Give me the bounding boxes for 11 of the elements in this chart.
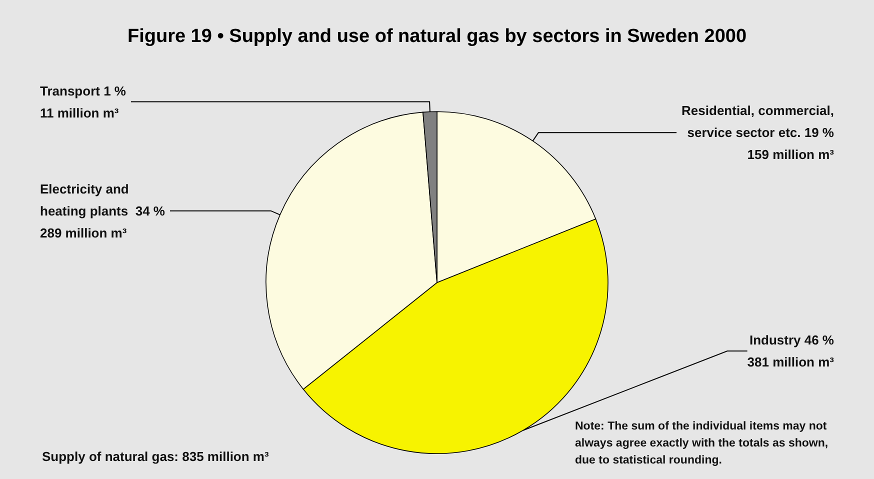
slice-label: Electricity and heating plants 34 % [40,181,166,218]
data-label: 11 million m³ [40,105,120,120]
data-label: 289 million m³ [40,225,128,240]
slice-label: Industry 46 % [749,332,834,348]
chart-title: Figure 19 • Supply and use of natural gas by sectors in Sweden 2000 [127,26,747,47]
slice-label: Residential, commercial, service sector etc. 19 % [682,103,834,140]
text: Supply of natural gas: 835 million m³ [42,449,270,464]
data-label: 381 million m³ [747,354,835,370]
slice-label: Transport 1 % [40,83,126,98]
data-label: 159 million m³ [747,147,835,162]
text: Note: The sum of the individual items may not always agree exactly with the totals as shown, due to statistical rounding. [575,420,828,466]
